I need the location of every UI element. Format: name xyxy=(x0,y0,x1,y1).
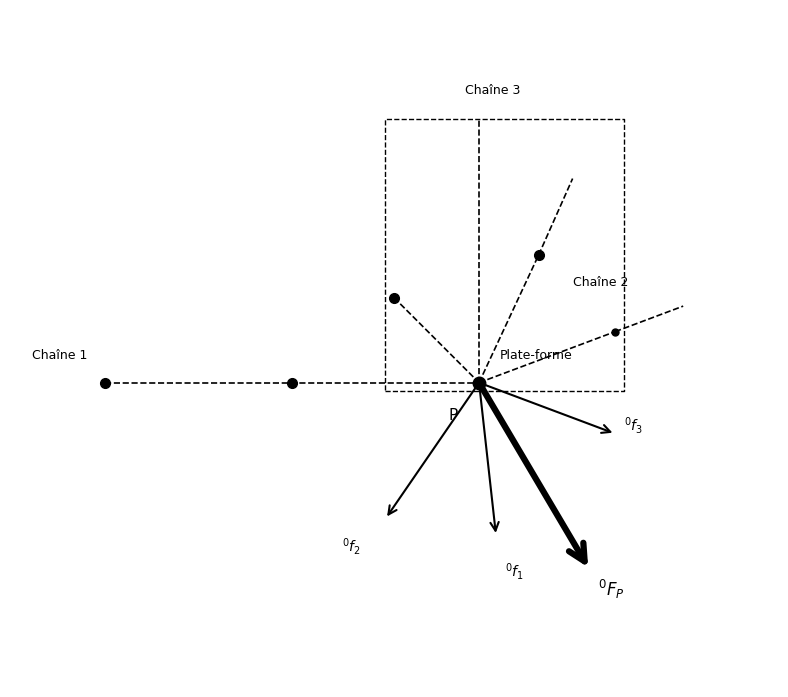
Text: Chaîne 3: Chaîne 3 xyxy=(465,84,520,97)
Text: $^{0}F_P$: $^{0}F_P$ xyxy=(598,579,625,602)
Text: $^{0}f_2$: $^{0}f_2$ xyxy=(342,536,361,557)
Text: Plate-forme: Plate-forme xyxy=(500,349,572,362)
Text: Chaîne 2: Chaîne 2 xyxy=(573,276,628,289)
Text: Chaîne 1: Chaîne 1 xyxy=(32,349,87,362)
Text: $^{0}f_3$: $^{0}f_3$ xyxy=(623,415,642,436)
Text: $^{0}f_1$: $^{0}f_1$ xyxy=(504,561,523,582)
Text: P: P xyxy=(449,408,458,423)
